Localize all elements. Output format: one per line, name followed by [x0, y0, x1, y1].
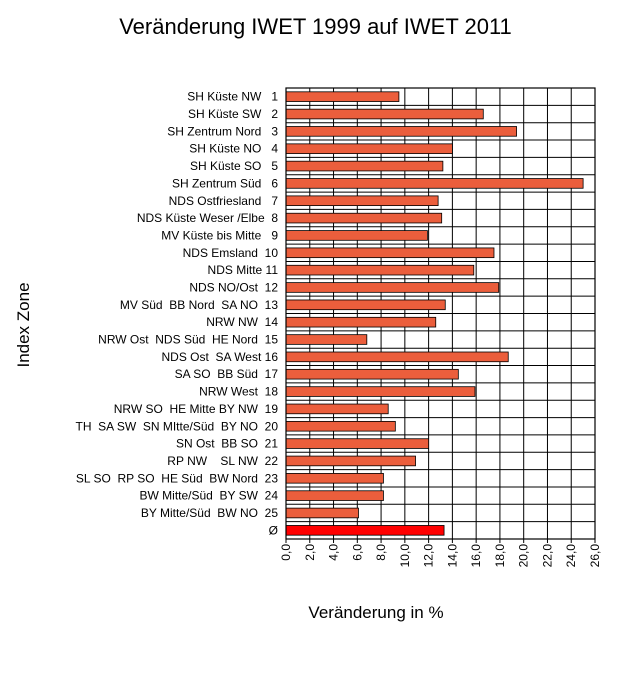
x-tick-label: 0,0 [279, 544, 293, 561]
category-label: RP NW SL NW 22 [167, 454, 278, 468]
category-label: BW Mitte/Süd BY SW 24 [140, 489, 279, 503]
category-label: TH SA SW SN MItte/Süd BY NO 20 [75, 419, 278, 433]
bar [285, 143, 453, 154]
category-label: BY Mitte/Süd BW NO 25 [141, 506, 278, 520]
category-label: MV Küste bis Mitte 9 [161, 228, 278, 242]
category-label: NDS Küste Weser /Elbe 8 [137, 211, 278, 225]
bar [285, 351, 509, 363]
bar [285, 195, 439, 207]
category-label: NDS Emsland 10 [183, 246, 279, 260]
x-tick-label: 20,0 [517, 544, 531, 568]
bar [285, 368, 459, 380]
bar [285, 473, 384, 484]
bar [285, 490, 384, 501]
bar [285, 282, 500, 293]
x-tick-label: 16,0 [469, 544, 483, 568]
category-label: NRW SO HE Mitte BY NW 19 [114, 402, 279, 416]
bar [285, 264, 475, 276]
bar [285, 386, 476, 397]
category-label: NRW West 18 [199, 385, 278, 399]
x-tick-label: 6,0 [350, 544, 364, 561]
category-label: NDS NO/Ost 12 [189, 280, 278, 294]
bar [285, 420, 396, 432]
bar [285, 438, 430, 449]
category-label: SH Küste NW 1 [187, 90, 278, 104]
bar [285, 108, 484, 120]
bar [285, 299, 446, 311]
category-label: SN Ost BB SO 21 [176, 437, 278, 451]
x-tick-label: 14,0 [445, 544, 459, 568]
x-tick-label: 2,0 [303, 544, 317, 561]
x-tick-label: 22,0 [540, 544, 554, 568]
category-label: SH Küste SW 2 [188, 107, 278, 121]
category-label: SH Zentrum Süd 6 [172, 176, 278, 190]
category-label: SA SO BB Süd 17 [175, 367, 279, 381]
bar [285, 160, 444, 172]
bar [285, 178, 584, 189]
x-tick-label: 8,0 [374, 544, 388, 561]
category-label: SL SO RP SO HE Süd BW Nord 23 [76, 471, 278, 485]
category-label: NRW NW 14 [206, 315, 278, 329]
bar [285, 230, 428, 241]
category-label: NDS Ost SA West 16 [162, 350, 279, 364]
bar [285, 334, 368, 345]
category-label: SH Küste NO 4 [189, 142, 278, 156]
bar [285, 403, 389, 415]
category-label: Ø [269, 523, 278, 537]
plot-frame [285, 87, 596, 540]
bar [285, 455, 416, 467]
bar [285, 212, 443, 224]
bar-average [285, 525, 445, 536]
bar [285, 316, 437, 328]
bar [285, 507, 359, 519]
x-tick-label: 4,0 [327, 544, 341, 561]
category-label: NDS Ostfriesland 7 [169, 194, 279, 208]
x-tick-label: 18,0 [493, 544, 507, 568]
category-label: MV Süd BB Nord SA NO 13 [120, 298, 278, 312]
chart-title: Veränderung IWET 1999 auf IWET 2011 [119, 14, 512, 39]
x-tick-label: 24,0 [564, 544, 578, 568]
x-axis-label: Veränderung in % [308, 603, 444, 622]
category-label: SH Zentrum Nord 3 [167, 124, 278, 138]
category-label: NRW Ost NDS Süd HE Nord 15 [98, 333, 278, 347]
x-tick-label: 10,0 [398, 544, 412, 568]
bar [285, 247, 495, 259]
category-label: NDS Mitte 11 [208, 263, 279, 277]
category-label: SH Küste SO 5 [190, 159, 278, 173]
bar [285, 91, 400, 102]
x-tick-label: 26,0 [588, 544, 602, 568]
x-tick-label: 12,0 [422, 544, 436, 568]
bar [285, 126, 517, 137]
